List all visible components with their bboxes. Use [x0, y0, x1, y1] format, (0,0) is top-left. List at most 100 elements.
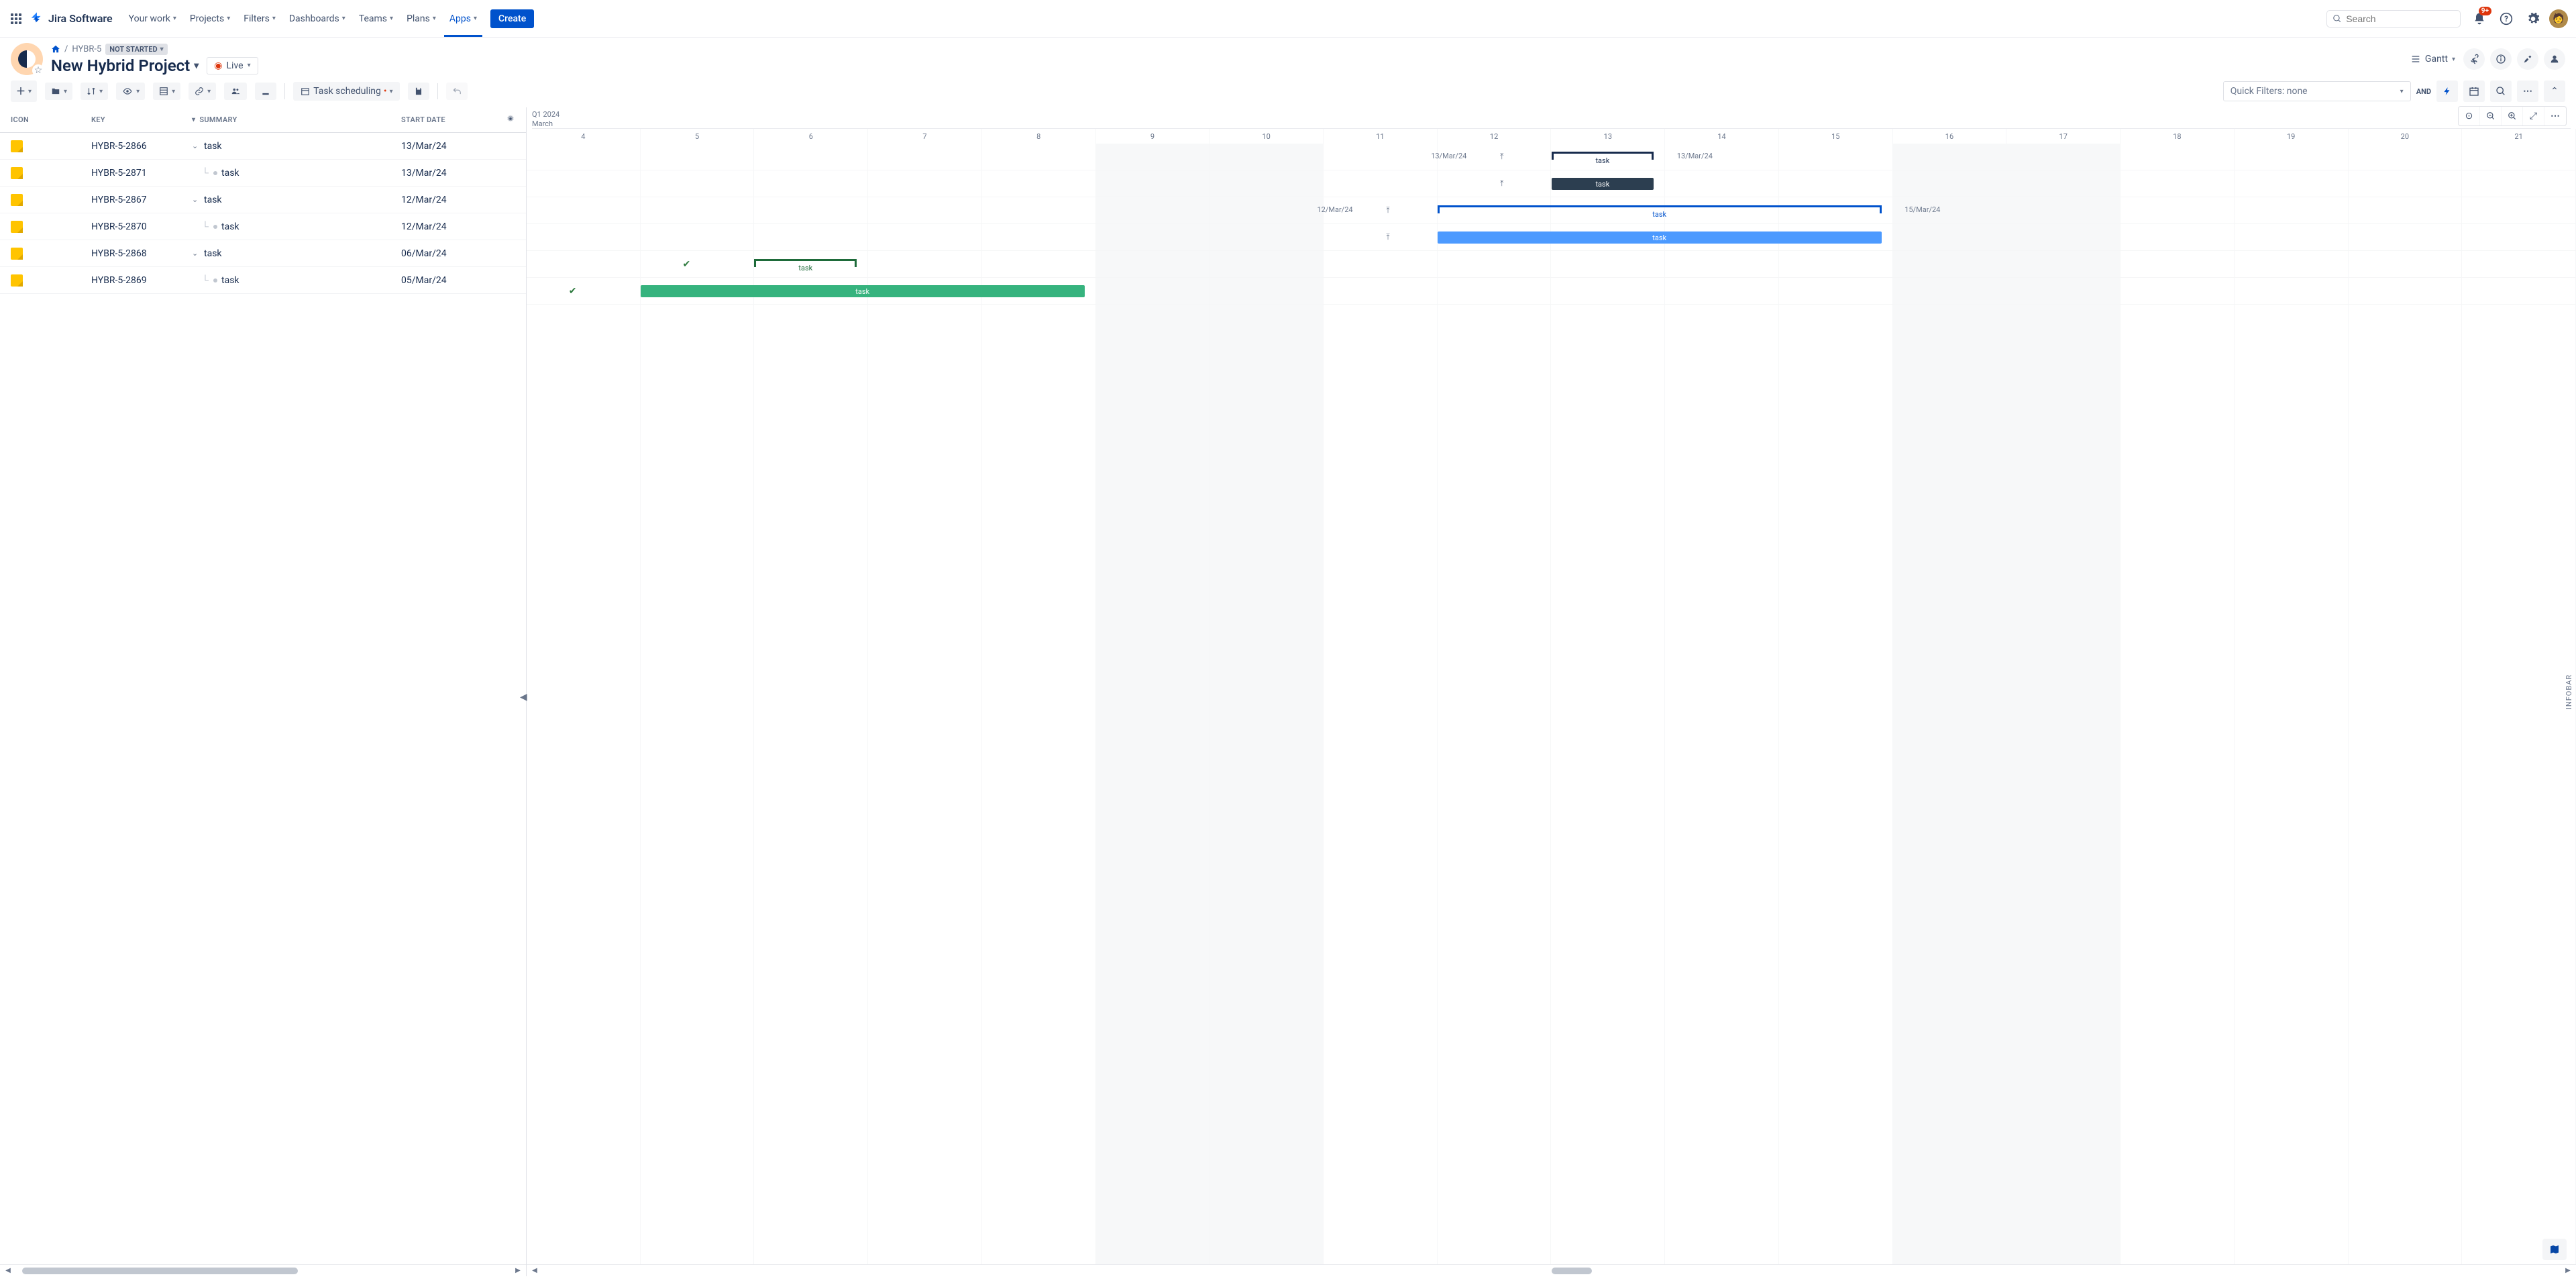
filter-mode[interactable]: AND — [2416, 87, 2431, 96]
team-button[interactable] — [224, 83, 247, 100]
task-key[interactable]: HYBR-5-2868 — [91, 248, 192, 259]
folder-button[interactable]: ▾ — [45, 83, 72, 100]
scroll-left-icon[interactable]: ◀ — [4, 1267, 12, 1274]
help-icon[interactable]: ? — [2496, 8, 2517, 30]
gantt-bracket[interactable]: task — [1552, 152, 1654, 160]
undo-button[interactable] — [446, 83, 468, 100]
save-button[interactable] — [408, 83, 429, 100]
gantt-row[interactable]: 12/Mar/24⤒task15/Mar/24 — [527, 197, 2576, 224]
page-title[interactable]: New Hybrid Project ▾ — [51, 56, 199, 75]
create-button[interactable]: Create — [490, 9, 534, 28]
scroll-right-icon[interactable]: ▶ — [514, 1267, 522, 1274]
automation-button[interactable] — [2436, 81, 2458, 102]
view-switcher[interactable]: Gantt ▾ — [2408, 51, 2458, 67]
col-icon[interactable]: ICON — [11, 115, 91, 124]
col-key[interactable]: KEY — [91, 115, 192, 124]
nav-item-apps[interactable]: Apps▾ — [444, 9, 482, 28]
search-box[interactable] — [2326, 10, 2461, 28]
gantt-row[interactable]: ✔task — [527, 278, 2576, 305]
task-key[interactable]: HYBR-5-2870 — [91, 221, 192, 232]
export-button[interactable] — [255, 83, 276, 100]
gantt-row[interactable]: 13/Mar/24⤒task13/Mar/24 — [527, 144, 2576, 170]
scroll-thumb[interactable] — [22, 1268, 298, 1274]
search-toolbar-button[interactable] — [2490, 81, 2512, 102]
task-key[interactable]: HYBR-5-2871 — [91, 168, 192, 178]
col-summary[interactable]: ▾SUMMARY — [192, 115, 401, 124]
expand-icon[interactable]: ⌄ — [192, 195, 200, 204]
config-button[interactable] — [2517, 48, 2538, 70]
gantt-bar[interactable]: task — [1438, 231, 1882, 244]
share-button[interactable] — [2463, 48, 2485, 70]
view-button[interactable]: ▾ — [116, 83, 145, 100]
task-summary[interactable]: └task — [192, 274, 401, 286]
nav-item-your-work[interactable]: Your work▾ — [123, 9, 182, 28]
col-settings[interactable] — [495, 114, 515, 125]
task-summary[interactable]: └task — [192, 167, 401, 178]
task-summary[interactable]: ⌄task — [192, 248, 401, 259]
collapse-up-button[interactable]: ⌃ — [2544, 81, 2565, 102]
sort-button[interactable]: ▾ — [80, 83, 108, 100]
home-icon[interactable] — [51, 44, 60, 54]
infobar-toggle[interactable]: INFOBAR — [2562, 672, 2576, 712]
expand-icon[interactable]: ⌄ — [192, 142, 200, 150]
jira-logo[interactable]: Jira Software — [30, 11, 113, 26]
settings-icon[interactable] — [2522, 8, 2544, 30]
task-summary[interactable]: └task — [192, 221, 401, 232]
gantt-row[interactable]: ✔task — [527, 251, 2576, 278]
task-summary[interactable]: ⌄task — [192, 141, 401, 152]
link-button[interactable]: ▾ — [189, 83, 216, 100]
nav-item-plans[interactable]: Plans▾ — [401, 9, 441, 28]
project-icon[interactable]: ☆ — [11, 43, 43, 75]
gantt-row[interactable]: ⤒task — [527, 170, 2576, 197]
task-key[interactable]: HYBR-5-2869 — [91, 275, 192, 286]
profile-button[interactable] — [2544, 48, 2565, 70]
zoom-fit-button[interactable]: ⊙ — [2459, 107, 2480, 125]
scroll-left-icon[interactable]: ◀ — [531, 1267, 539, 1274]
gantt-bar[interactable]: task — [1552, 178, 1654, 190]
table-row[interactable]: HYBR-5-2867 ⌄task 12/Mar/24 — [0, 187, 526, 213]
breadcrumb-project[interactable]: HYBR-5 — [72, 44, 101, 54]
task-key[interactable]: HYBR-5-2867 — [91, 195, 192, 205]
table-row[interactable]: HYBR-5-2870 └task 12/Mar/24 — [0, 213, 526, 240]
status-pill[interactable]: NOT STARTED ▾ — [105, 44, 167, 55]
table-row[interactable]: HYBR-5-2868 ⌄task 06/Mar/24 — [0, 240, 526, 267]
nav-item-projects[interactable]: Projects▾ — [184, 9, 235, 28]
gantt-scrollbar[interactable]: ◀ ▶ — [527, 1264, 2576, 1276]
scroll-right-icon[interactable]: ▶ — [2564, 1267, 2572, 1274]
table-row[interactable]: HYBR-5-2869 └task 05/Mar/24 — [0, 267, 526, 294]
info-button[interactable] — [2490, 48, 2512, 70]
task-key[interactable]: HYBR-5-2866 — [91, 141, 192, 152]
more-button[interactable]: ⋯ — [2517, 81, 2538, 102]
task-scheduling-button[interactable]: Task scheduling•▾ — [293, 82, 399, 101]
minimap-button[interactable] — [2542, 1239, 2567, 1260]
gantt-row[interactable]: ⤒task — [527, 224, 2576, 251]
nav-item-dashboards[interactable]: Dashboards▾ — [284, 9, 351, 28]
gantt-body[interactable]: 13/Mar/24⤒task13/Mar/24⤒task12/Mar/24⤒ta… — [527, 144, 2576, 1264]
table-row[interactable]: HYBR-5-2871 └task 13/Mar/24 — [0, 160, 526, 187]
nav-item-filters[interactable]: Filters▾ — [238, 9, 281, 28]
left-scrollbar[interactable]: ◀ ▶ — [0, 1264, 526, 1276]
gantt-more-button[interactable]: ⋯ — [2544, 107, 2566, 125]
col-start[interactable]: START DATE — [401, 115, 495, 124]
task-summary[interactable]: ⌄task — [192, 195, 401, 205]
gantt-bracket[interactable]: task — [754, 259, 857, 267]
notifications-icon[interactable]: 9+ — [2469, 8, 2490, 30]
scroll-thumb[interactable] — [1552, 1268, 1592, 1274]
fullscreen-button[interactable]: ⤢ — [2523, 107, 2544, 125]
layout-button[interactable]: ▾ — [153, 83, 180, 100]
gantt-bracket[interactable]: task — [1438, 205, 1882, 213]
user-avatar[interactable]: 🧑 — [2549, 9, 2568, 28]
collapse-handle[interactable]: ◀ — [520, 692, 527, 703]
gantt-bar[interactable]: task — [641, 285, 1085, 297]
quick-filters[interactable]: Quick Filters: none▾ — [2223, 81, 2411, 101]
table-row[interactable]: HYBR-5-2866 ⌄task 13/Mar/24 — [0, 133, 526, 160]
live-toggle[interactable]: ◉ Live ▾ — [207, 57, 258, 74]
expand-icon[interactable]: ⌄ — [192, 249, 200, 258]
zoom-out-button[interactable] — [2480, 107, 2502, 125]
calendar-button[interactable] — [2463, 81, 2485, 102]
search-input[interactable] — [2346, 13, 2455, 24]
app-switcher-icon[interactable] — [8, 11, 24, 27]
zoom-in-button[interactable] — [2502, 107, 2523, 125]
star-icon[interactable]: ☆ — [32, 64, 44, 76]
nav-item-teams[interactable]: Teams▾ — [354, 9, 398, 28]
